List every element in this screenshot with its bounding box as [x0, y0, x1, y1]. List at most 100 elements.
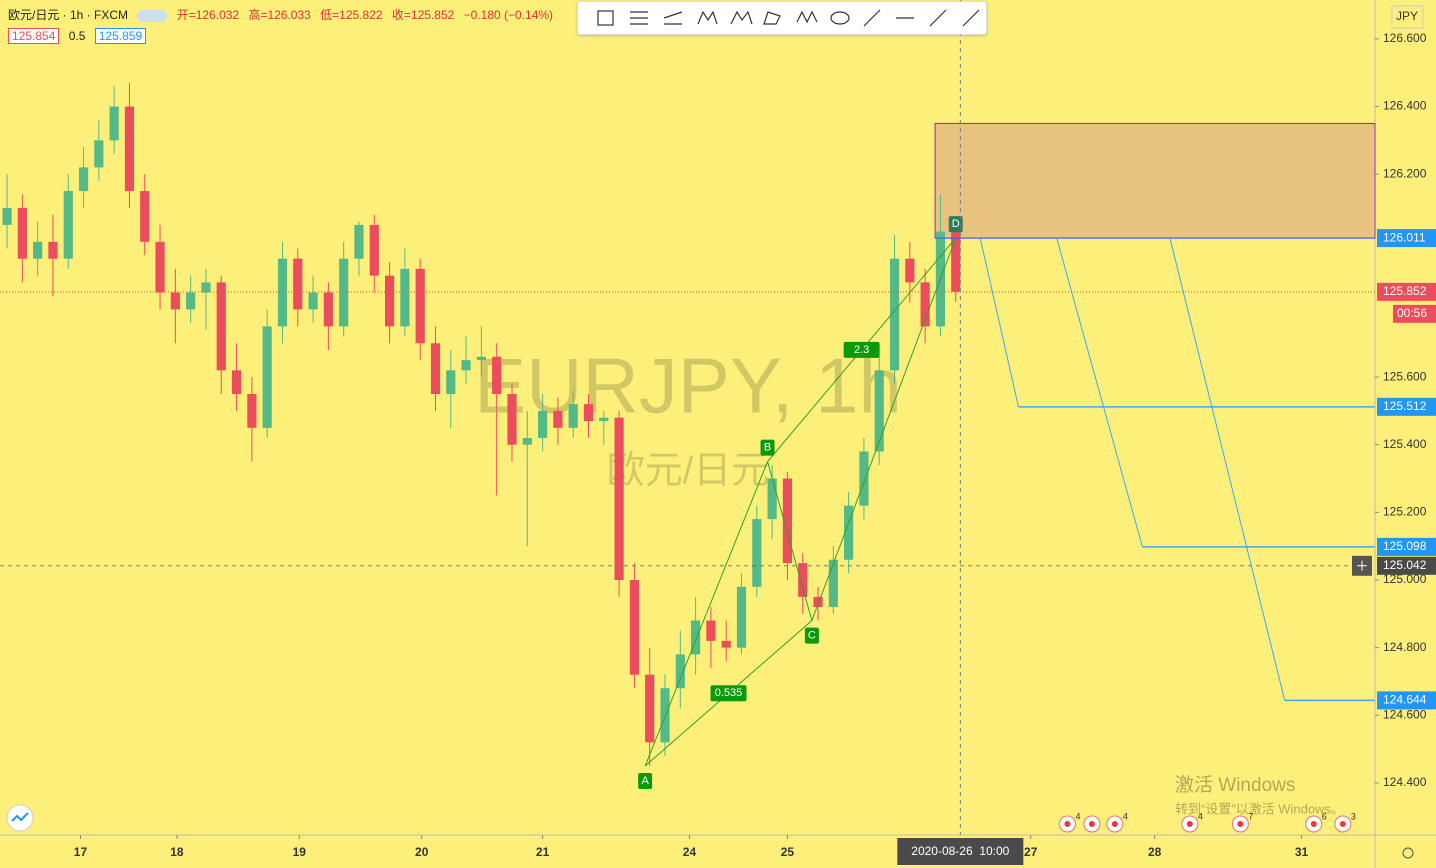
logo-icon — [11, 812, 29, 822]
event-count: 4 — [1075, 811, 1080, 821]
bid[interactable]: 125.854 — [8, 28, 60, 44]
candle-body — [124, 106, 135, 192]
x-tick-label: 21 — [536, 845, 550, 859]
pattern-point-label: D — [952, 218, 960, 230]
candle-body — [277, 258, 288, 327]
last-price-label-bg — [1377, 282, 1436, 301]
candle-body — [614, 417, 624, 581]
windows-title: 激活 Windows — [1175, 774, 1295, 796]
pattern-line — [811, 237, 957, 621]
candle-body — [476, 356, 486, 361]
target-price-label: 125.098 — [1383, 539, 1427, 553]
countdown: 00:56 — [1397, 306, 1427, 320]
crosshair-price-label-bg — [1377, 556, 1436, 575]
event-count: 4 — [1198, 811, 1203, 821]
candle-body — [828, 559, 838, 608]
candle-body — [415, 268, 425, 344]
candle-body — [767, 478, 777, 520]
tool-channel[interactable] — [630, 11, 648, 25]
tool-rect[interactable] — [597, 10, 614, 26]
open: 开=126.032 — [176, 8, 240, 22]
candle-body — [798, 563, 808, 597]
candle-body — [859, 451, 869, 506]
x-tick-label: 19 — [293, 845, 307, 859]
pattern-point-box — [804, 627, 819, 644]
legend-header: 欧元/日元 · 1h · FXCM 开=126.032 高=126.033 低=… — [8, 6, 559, 44]
candle-body — [216, 282, 226, 371]
candle-body — [109, 106, 119, 141]
candle-body — [231, 370, 242, 394]
x-tick-label: 17 — [74, 845, 88, 859]
candle-body — [201, 282, 211, 293]
tool-elliott[interactable] — [796, 10, 818, 24]
event-dot — [1310, 821, 1317, 827]
candle-body — [170, 292, 180, 310]
candle-body — [675, 654, 685, 689]
candle-body — [140, 191, 150, 242]
target-price-label-bg — [1377, 691, 1436, 710]
close: 收=125.852 — [391, 8, 455, 22]
candle-body — [844, 505, 854, 560]
candle-body — [951, 230, 961, 292]
tool-xabcd[interactable] — [697, 10, 718, 25]
candle-body — [905, 258, 915, 283]
tool-fib[interactable] — [663, 11, 683, 25]
target-arrow — [1056, 237, 1143, 547]
target-price-label-bg — [1377, 397, 1436, 416]
pattern-line — [644, 461, 768, 767]
ratio-label: 0.535 — [715, 687, 743, 699]
pattern-point-box — [760, 439, 775, 456]
candle-body — [492, 356, 502, 394]
change: −0.180 (−0.14%) — [463, 8, 554, 22]
target-price-label: 125.512 — [1383, 399, 1427, 413]
candle-body — [446, 370, 456, 394]
candle-body — [78, 167, 89, 192]
y-tick-label: 125.000 — [1383, 572, 1427, 586]
target-price-label: 124.644 — [1383, 693, 1427, 707]
x-tick-label: 31 — [1295, 845, 1309, 859]
y-tick-label: 125.400 — [1383, 437, 1427, 451]
watermark-subtitle: 欧元/日元 — [607, 450, 770, 492]
status-toggle[interactable] — [137, 9, 168, 22]
tool-arrow[interactable] — [962, 9, 980, 27]
candle-body — [889, 258, 900, 371]
x-tick-label: 27 — [1024, 845, 1038, 859]
candle-body — [186, 292, 196, 310]
currency-box[interactable] — [1391, 5, 1424, 29]
ratio-box — [843, 341, 880, 358]
spread: 0.5 — [68, 29, 86, 43]
candle-body — [384, 275, 395, 327]
plot: A B C D 0.535 2.3 — [0, 82, 1376, 790]
candle-body — [94, 140, 104, 168]
event-count: 7 — [1248, 811, 1253, 821]
candle-body — [553, 410, 563, 428]
tool-ray[interactable] — [929, 9, 947, 27]
tool-head[interactable] — [763, 11, 781, 25]
currency: JPY — [1396, 9, 1418, 23]
pattern-line — [767, 461, 813, 621]
event-count: 4 — [1123, 811, 1128, 821]
event-count: 3 — [1351, 811, 1356, 821]
high: 高=126.033 — [248, 8, 311, 22]
candle-body — [645, 674, 655, 743]
candle-body — [369, 224, 379, 276]
tool-ellipse[interactable] — [830, 11, 850, 25]
candle-body — [354, 224, 364, 259]
tool-trend[interactable] — [863, 9, 881, 27]
ask[interactable]: 125.859 — [94, 28, 147, 44]
target-arrow — [979, 237, 1019, 407]
settings-button[interactable] — [1402, 847, 1414, 859]
candle-body — [308, 292, 318, 310]
candle-body — [262, 326, 272, 428]
y-tick-label: 126.200 — [1383, 166, 1427, 180]
candle-body — [522, 437, 532, 445]
candle-body — [813, 596, 823, 608]
crosshair-plus — [1357, 560, 1367, 571]
candle-body — [400, 268, 410, 327]
ratio-box — [710, 685, 747, 702]
tool-cypher[interactable] — [730, 10, 753, 25]
candle-body — [323, 292, 333, 327]
event-count: 6 — [1322, 811, 1327, 821]
last-price-label: 125.852 — [1383, 284, 1427, 298]
